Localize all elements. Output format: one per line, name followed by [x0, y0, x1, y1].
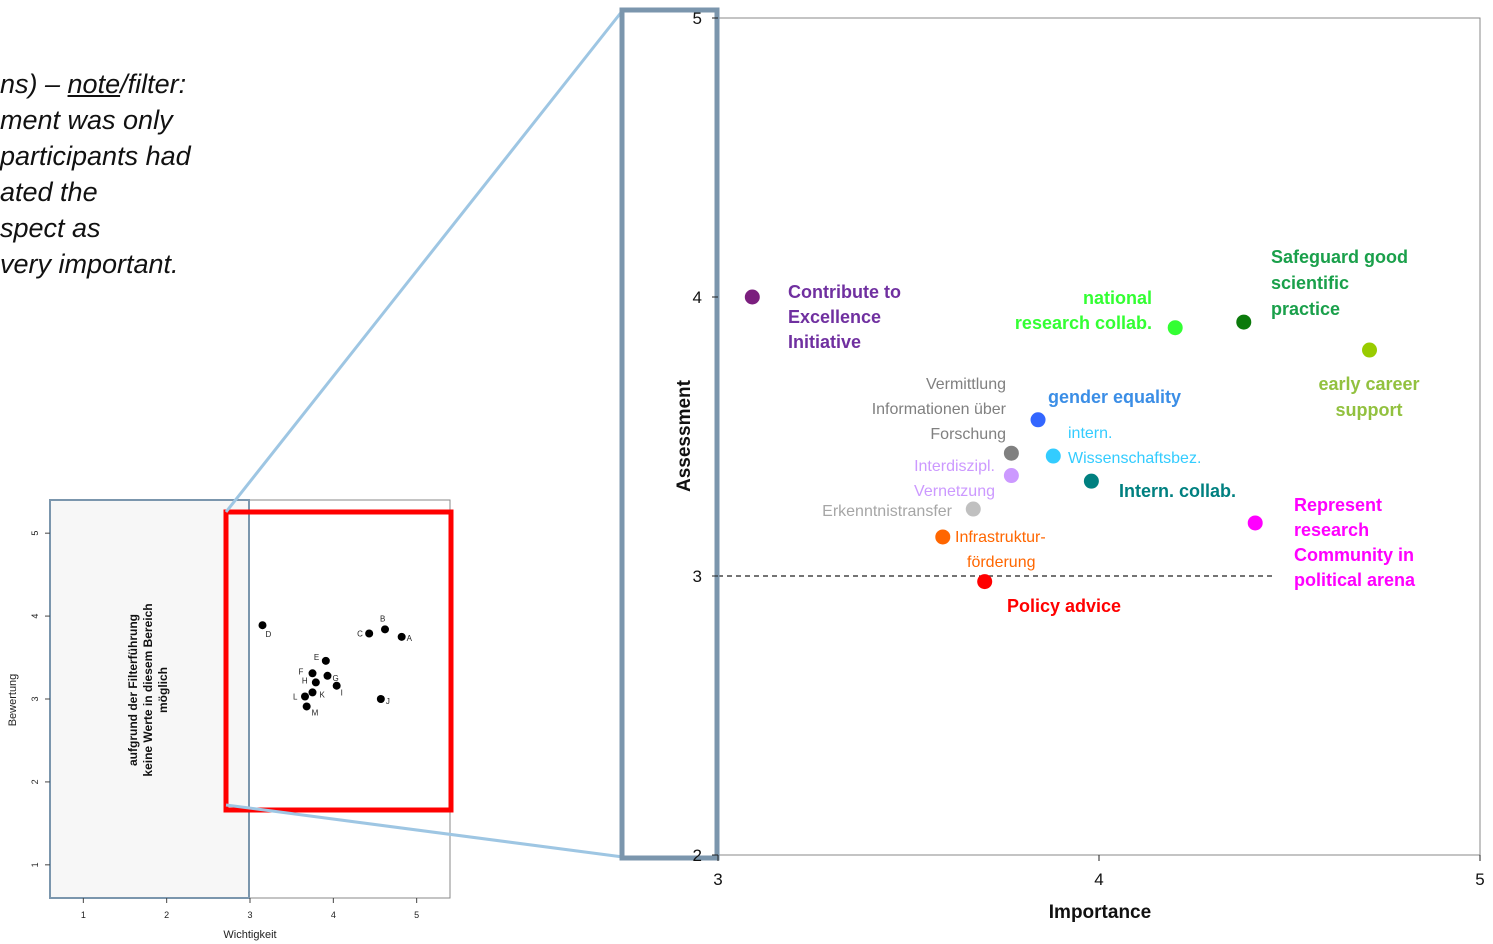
- mini-x-tick-label: 4: [331, 910, 336, 920]
- mini-point-G: [323, 671, 332, 680]
- mini-point-B: [381, 625, 389, 634]
- main-y-tick-label: 3: [693, 567, 702, 586]
- main-label-early: early career support: [1318, 374, 1419, 420]
- main-point-infra: [935, 529, 951, 545]
- main-label-infra: Infrastruktur-förderung: [955, 529, 1046, 571]
- mini-point-label: G: [333, 674, 339, 683]
- main-data-points: [744, 289, 1378, 590]
- mini-region-note: aufgrund der Filterführungkeine Werte in…: [126, 603, 170, 776]
- mini-point-label: L: [293, 693, 298, 702]
- main-x-tick-label: 5: [1475, 870, 1484, 889]
- main-label-policy: Policy advice: [1007, 596, 1121, 616]
- mini-scatter-chart: 1 2 3 4 5 1 2 3 4 5 A B C D E F G H I J K L M aufgrund der Fi…: [7, 499, 454, 941]
- note-line-6: very important.: [0, 249, 179, 279]
- mini-point-D: [258, 621, 267, 630]
- mini-x-tick-label: 5: [414, 910, 419, 920]
- main-point-wissenschaft: [1045, 448, 1061, 464]
- filter-note: ns) – note/filter: ment was only partici…: [0, 66, 300, 282]
- note-line-2: ment was only: [0, 105, 173, 135]
- mini-y-tick-label: 3: [30, 696, 40, 701]
- mini-point-J: [376, 695, 385, 703]
- main-point-vermittlung: [1003, 445, 1019, 461]
- mini-point-label: J: [386, 697, 390, 706]
- main-y-tick-label: 4: [693, 288, 702, 307]
- main-point-interncollab: [1083, 473, 1099, 489]
- mini-highlight-box: [223, 509, 454, 813]
- main-label-vermittlung: Vermittlung Informationen über Forschung: [872, 376, 1007, 443]
- main-label-wissenschaft: intern. Wissenschaftsbez.: [1068, 425, 1201, 467]
- main-point-represent: [1247, 515, 1263, 531]
- mini-point-label: F: [299, 667, 304, 676]
- mini-y-tick-label: 1: [30, 862, 40, 867]
- main-point-labels: Contribute to Excellence Initiative nationa…: [788, 247, 1420, 616]
- main-point-early: [1362, 342, 1378, 358]
- main-x-tick-label: 4: [1094, 870, 1103, 889]
- main-plot-frame: [717, 17, 1481, 856]
- main-y-tick-label: 5: [693, 9, 702, 28]
- main-label-national: national research collab.: [1015, 288, 1152, 333]
- mini-point-K: [308, 688, 317, 697]
- main-label-excellence: Contribute to Excellence Initiative: [788, 282, 901, 352]
- mini-point-M: [302, 702, 311, 711]
- mini-y-tick-label: 5: [30, 531, 40, 536]
- mini-point-A: [397, 632, 406, 641]
- zoom-frame: [619, 7, 720, 861]
- main-point-policy: [977, 574, 993, 590]
- mini-point-label: I: [341, 689, 343, 698]
- main-label-interdiszipl: Interdiszipl. Vernetzung: [914, 458, 995, 500]
- mini-axis-ticks: 1 2 3 4 5 1 2 3 4 5: [30, 531, 419, 920]
- mini-point-H: [311, 678, 320, 687]
- mini-point-E: [321, 656, 330, 665]
- main-point-erkenntnis: [965, 501, 981, 517]
- main-point-safeguard: [1236, 314, 1252, 330]
- main-label-gender: gender equality: [1048, 387, 1181, 407]
- main-label-represent: Represent research Community in political a…: [1294, 495, 1416, 590]
- main-point-interdiszipl: [1003, 468, 1019, 484]
- mini-data-points: A B C D E F G H I J K L M: [258, 614, 413, 717]
- main-x-tick-label: 3: [713, 870, 722, 889]
- note-line-4: ated the: [0, 177, 98, 207]
- main-label-interncollab: Intern. collab.: [1119, 481, 1236, 501]
- mini-point-label: H: [302, 676, 308, 685]
- mini-point-label: A: [407, 634, 413, 643]
- mini-point-label: C: [357, 629, 363, 638]
- mini-point-label: K: [320, 690, 326, 699]
- mini-point-F: [308, 669, 317, 678]
- mini-x-axis-title: Wichtigkeit: [223, 929, 276, 941]
- mini-point-L: [301, 692, 309, 701]
- main-y-axis-title: Assessment: [674, 379, 695, 492]
- mini-y-tick-label: 4: [30, 614, 40, 619]
- note-underlined-word: note: [67, 69, 121, 99]
- note-line-3: participants had: [0, 141, 191, 171]
- mini-point-label: B: [380, 614, 385, 623]
- mini-point-label: E: [314, 653, 319, 662]
- zoom-connector-bottom: [225, 803, 624, 859]
- main-x-axis-title: Importance: [1049, 902, 1151, 923]
- mini-x-tick-label: 2: [164, 910, 169, 920]
- mini-point-label: M: [312, 708, 319, 717]
- mini-point-C: [365, 629, 374, 638]
- main-point-gender: [1030, 412, 1046, 428]
- main-point-national: [1167, 320, 1183, 336]
- mini-y-axis-title: Bewertung: [7, 674, 19, 727]
- mini-y-tick-label: 2: [30, 779, 40, 784]
- note-line-1: ns) – note/filter:: [0, 69, 187, 99]
- mini-point-label: D: [266, 630, 272, 639]
- zoom-connector-top: [224, 9, 625, 513]
- mini-x-tick-label: 1: [81, 910, 86, 920]
- mini-filter-region: [49, 499, 250, 899]
- mini-point-I: [332, 681, 341, 690]
- mini-x-tick-label: 3: [247, 910, 252, 920]
- note-line-5: spect as: [0, 213, 101, 243]
- main-y-tick-label: 2: [693, 846, 702, 865]
- main-label-erkenntnis: Erkenntnistransfer: [822, 503, 953, 520]
- main-label-safeguard: Safeguard good scientific practice: [1271, 247, 1408, 319]
- main-point-excellence: [744, 289, 760, 305]
